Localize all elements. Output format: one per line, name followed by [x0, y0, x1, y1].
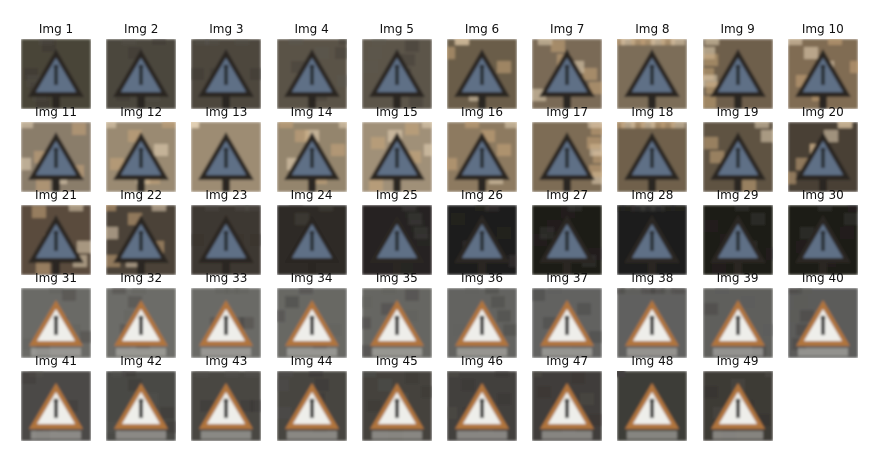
image-caption: Img 46	[461, 354, 503, 368]
image-caption: Img 13	[205, 105, 248, 119]
sign-thumbnail	[191, 39, 262, 109]
image-caption: Img 42	[120, 354, 163, 368]
image-caption: Img 14	[290, 105, 333, 119]
sign-thumbnail	[617, 288, 688, 358]
image-caption: Img 15	[375, 105, 418, 119]
sign-thumbnail	[191, 205, 262, 275]
image-caption: Img 22	[120, 188, 163, 202]
image-caption: Img 45	[375, 354, 418, 368]
sign-thumbnail	[361, 39, 432, 109]
sign-thumbnail	[447, 371, 517, 441]
image-caption: Img 5	[379, 22, 414, 36]
sign-thumbnail	[617, 39, 688, 109]
sign-thumbnail	[21, 39, 91, 109]
sign-thumbnail	[21, 288, 91, 358]
image-caption: Img 27	[546, 188, 589, 202]
sign-thumbnail	[532, 39, 603, 109]
sign-thumbnail	[106, 371, 177, 441]
image-caption: Img 20	[801, 105, 844, 119]
sign-thumbnail	[106, 205, 177, 275]
sign-thumbnail	[447, 288, 517, 358]
sign-thumbnail	[787, 288, 858, 358]
image-caption: Img 26	[461, 188, 503, 202]
sign-thumbnail	[361, 288, 432, 358]
image-caption: Img 2	[124, 22, 159, 36]
sign-thumbnail	[447, 39, 517, 109]
sign-thumbnail	[106, 122, 177, 192]
sign-thumbnail	[21, 371, 91, 441]
sign-thumbnail	[276, 39, 347, 109]
sign-thumbnail	[191, 288, 262, 358]
image-caption: Img 33	[205, 271, 248, 285]
image-caption: Img 19	[716, 105, 759, 119]
sign-thumbnail	[532, 288, 603, 358]
sign-thumbnail	[106, 288, 177, 358]
sign-thumbnail	[532, 205, 603, 275]
sign-thumbnail	[532, 371, 603, 441]
sign-thumbnail	[361, 205, 432, 275]
image-caption: Img 29	[716, 188, 759, 202]
sign-thumbnail	[21, 122, 91, 192]
image-caption: Img 37	[546, 271, 589, 285]
image-caption: Img 35	[375, 271, 418, 285]
image-caption: Img 28	[631, 188, 674, 202]
image-caption: Img 4	[294, 22, 329, 36]
image-caption: Img 41	[35, 354, 77, 368]
sign-thumbnail	[191, 371, 262, 441]
sign-thumbnail	[447, 205, 517, 275]
image-caption: Img 17	[546, 105, 589, 119]
image-caption: Img 48	[631, 354, 674, 368]
sign-thumbnail	[702, 288, 773, 358]
sign-thumbnail	[702, 371, 773, 441]
sign-thumbnail	[276, 371, 347, 441]
sign-thumbnail	[191, 122, 262, 192]
image-caption: Img 34	[290, 271, 333, 285]
image-caption: Img 11	[35, 105, 77, 119]
image-caption: Img 9	[720, 22, 755, 36]
sign-thumbnail	[702, 205, 773, 275]
sign-thumbnail	[617, 205, 688, 275]
image-caption: Img 38	[631, 271, 674, 285]
sign-thumbnail	[787, 39, 858, 109]
image-caption: Img 43	[205, 354, 248, 368]
image-caption: Img 30	[801, 188, 844, 202]
image-caption: Img 24	[290, 188, 333, 202]
sign-thumbnail	[787, 205, 858, 275]
image-caption: Img 6	[464, 22, 500, 36]
sign-thumbnail	[702, 39, 773, 109]
sign-thumbnail	[361, 371, 432, 441]
image-caption: Img 16	[461, 105, 503, 119]
image-caption: Img 31	[35, 271, 77, 285]
image-caption: Img 40	[801, 271, 844, 285]
image-caption: Img 32	[120, 271, 163, 285]
image-caption: Img 1	[38, 22, 74, 36]
sign-thumbnail	[106, 39, 177, 109]
image-caption: Img 10	[801, 22, 844, 36]
sign-thumbnail	[617, 371, 688, 441]
image-caption: Img 18	[631, 105, 674, 119]
image-caption: Img 39	[716, 271, 759, 285]
image-caption: Img 36	[461, 271, 503, 285]
image-caption: Img 47	[546, 354, 589, 368]
image-caption: Img 8	[635, 22, 670, 36]
image-caption: Img 12	[120, 105, 163, 119]
sign-thumbnail	[617, 122, 688, 192]
sign-thumbnail	[532, 122, 603, 192]
image-caption: Img 3	[209, 22, 244, 36]
image-caption: Img 23	[205, 188, 248, 202]
image-caption: Img 44	[290, 354, 333, 368]
sign-thumbnail	[276, 122, 347, 192]
image-caption: Img 49	[716, 354, 759, 368]
sign-thumbnail	[702, 122, 773, 192]
image-caption: Img 25	[375, 188, 418, 202]
image-caption: Img 7	[550, 22, 585, 36]
sign-thumbnail	[447, 122, 517, 192]
sign-thumbnail	[361, 122, 432, 192]
sign-thumbnail	[276, 288, 347, 358]
sign-thumbnail	[787, 122, 858, 192]
sign-thumbnail	[276, 205, 347, 275]
sign-thumbnail	[21, 205, 91, 275]
image-caption: Img 21	[35, 188, 77, 202]
